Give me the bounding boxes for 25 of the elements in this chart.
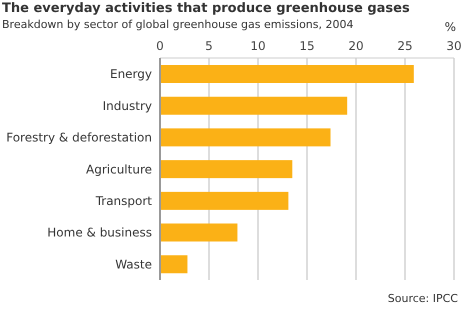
bar (160, 255, 188, 274)
x-tick-label: 20 (348, 39, 364, 53)
bar (160, 192, 288, 210)
y-tick-label: Transport (94, 194, 152, 208)
x-tick-label: 15 (299, 39, 315, 53)
source-note: Source: IPCC (388, 292, 458, 305)
bar (160, 96, 348, 115)
y-tick-label: Industry (102, 98, 152, 113)
bar (160, 160, 292, 178)
bar (160, 64, 414, 83)
y-tick-label: Home & business (47, 226, 152, 240)
bar (160, 224, 238, 242)
x-axis-title: % (444, 20, 456, 34)
y-tick-label: Agriculture (86, 162, 152, 176)
x-tick-label: 25 (397, 39, 413, 53)
x-tick-label: 5 (205, 39, 213, 53)
y-tick-label: Waste (115, 257, 152, 272)
chart-title: The everyday activities that produce greenhouse gases (2, 1, 410, 16)
x-tick-label: 10 (250, 39, 266, 53)
bar (160, 128, 331, 146)
chart-subtitle: Breakdown by sector of global greenhouse gas emissions, 2004 (2, 18, 354, 31)
y-tick-label: Energy (110, 67, 152, 82)
x-tick-label: 30 (446, 39, 462, 53)
x-tick-label: 0 (156, 39, 164, 53)
y-tick-label: Forestry & deforestation (6, 130, 152, 145)
